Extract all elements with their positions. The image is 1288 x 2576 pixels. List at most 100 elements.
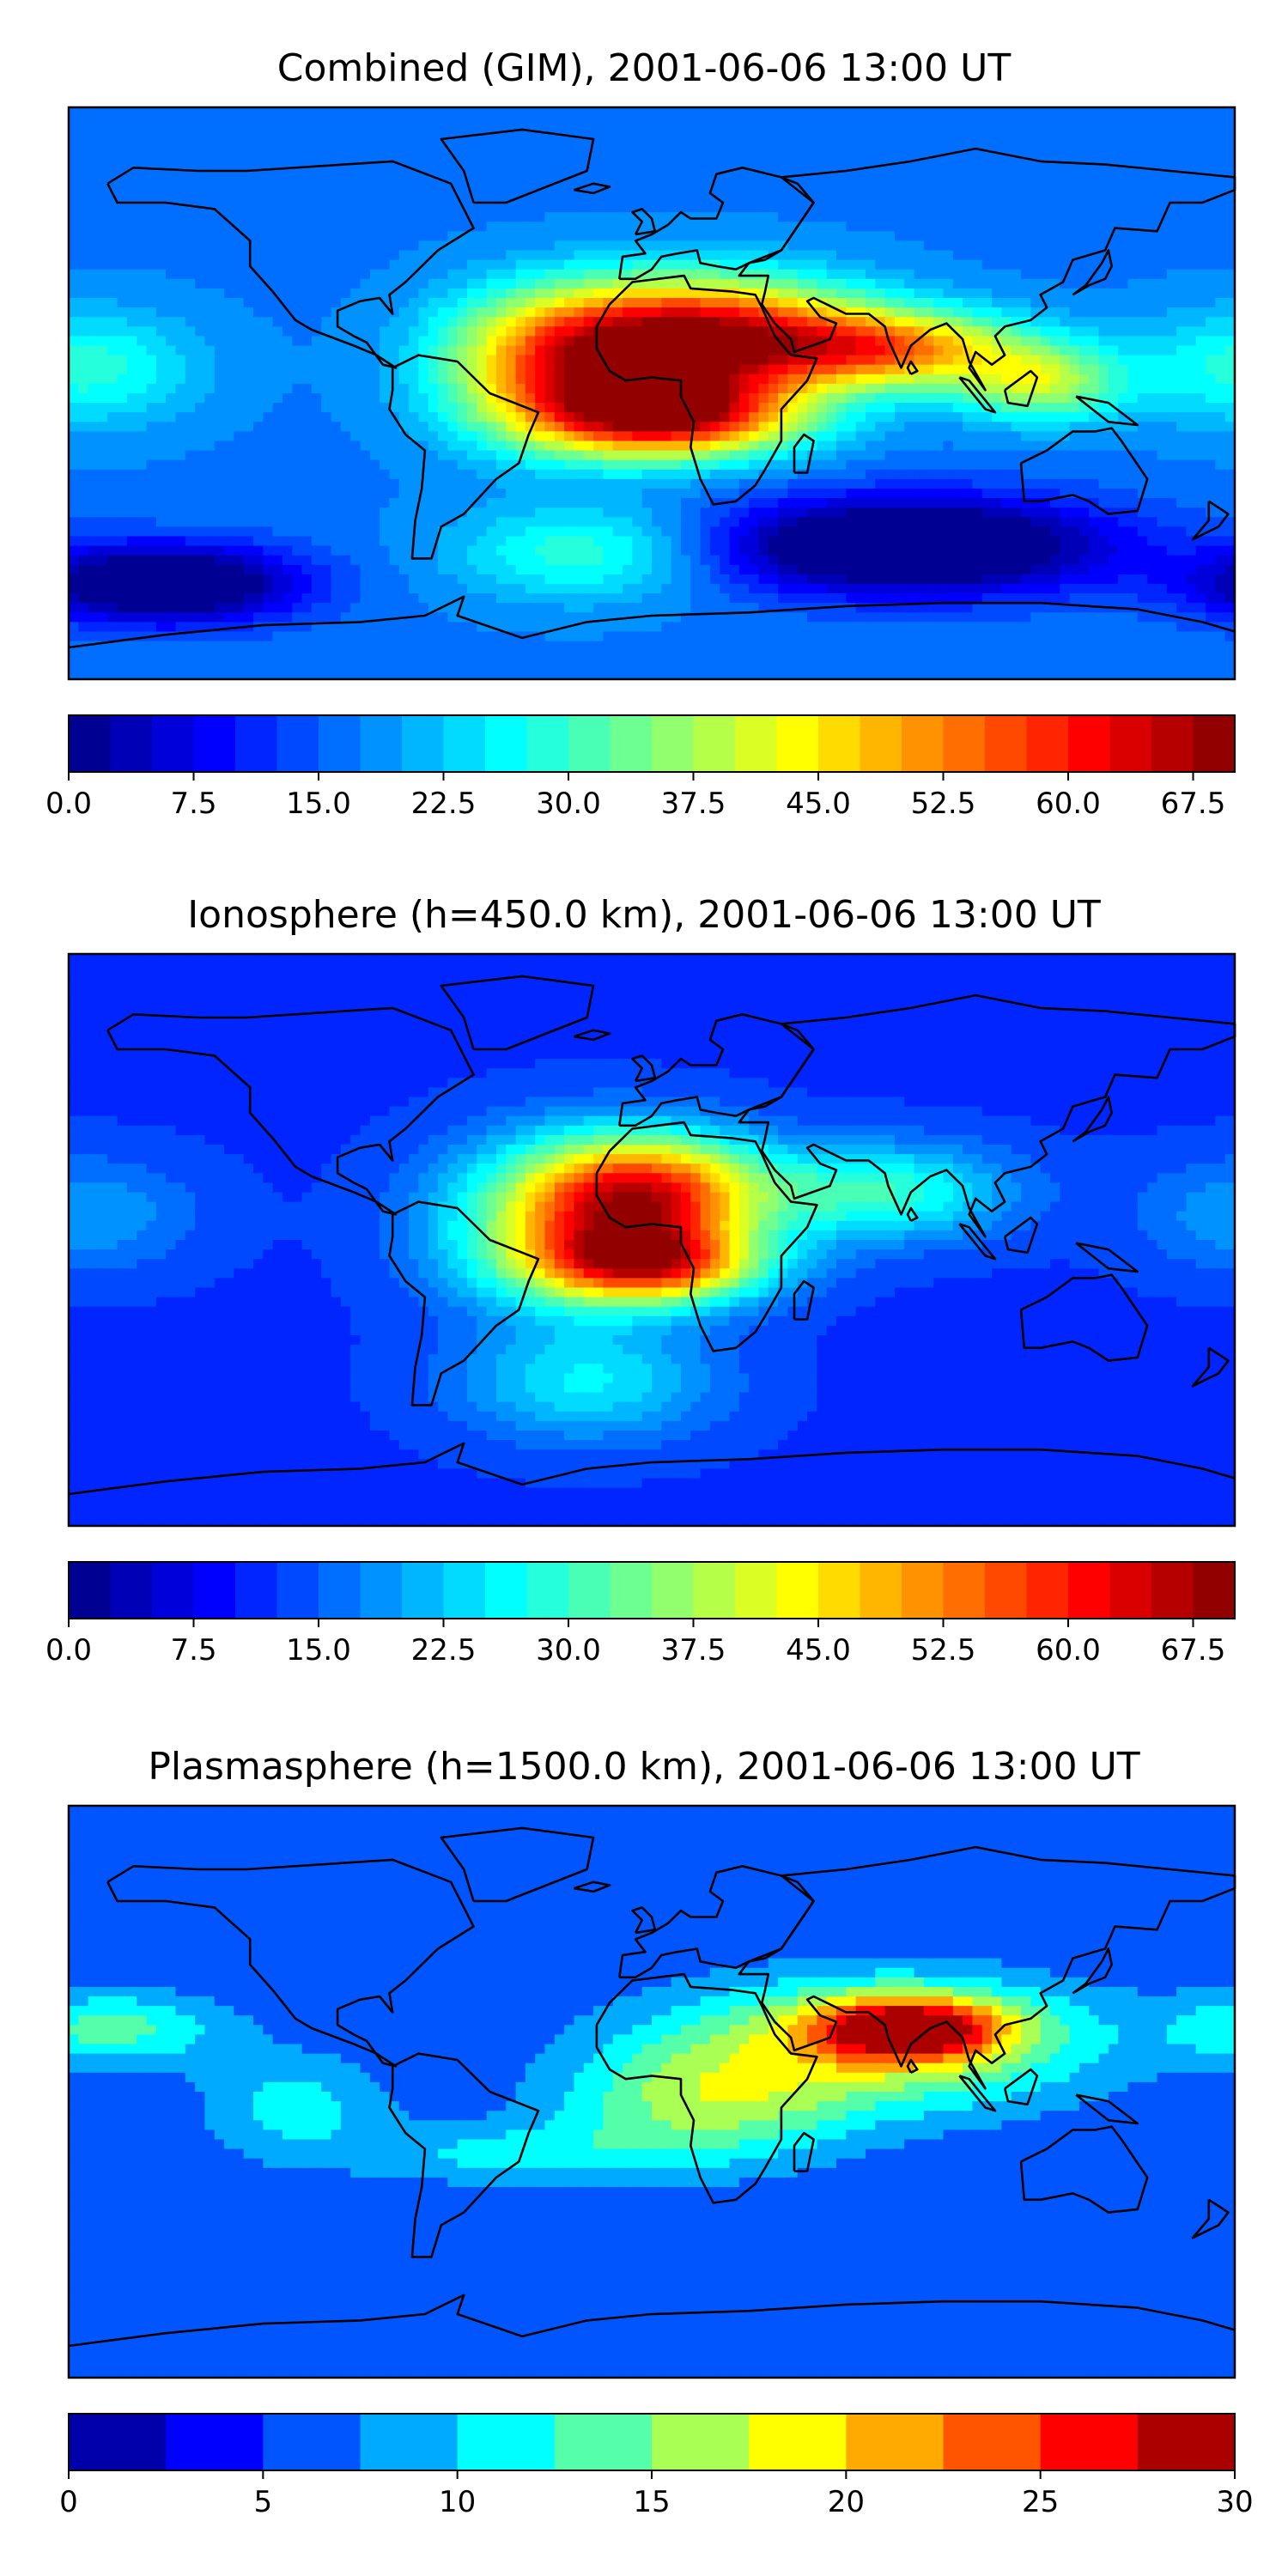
field-cell [166, 231, 177, 241]
field-cell [1215, 345, 1226, 356]
field-cell [360, 412, 371, 422]
field-cell [195, 374, 206, 385]
field-cell [263, 317, 274, 327]
field-cell [1108, 326, 1119, 337]
field-cell [603, 422, 614, 432]
field-cell [846, 259, 857, 270]
field-cell [88, 259, 99, 270]
field-cell [700, 250, 711, 261]
field-cell [855, 374, 866, 385]
field-cell [826, 250, 837, 261]
field-cell [292, 231, 303, 241]
field-cell [603, 173, 614, 185]
field-cell [88, 126, 99, 137]
field-cell [778, 469, 789, 480]
field-cell [554, 440, 565, 452]
field-cell [117, 240, 128, 252]
field-cell [593, 240, 605, 252]
field-cell [963, 489, 974, 499]
field-cell [137, 203, 148, 213]
field-cell [506, 269, 517, 280]
field-cell [583, 326, 594, 337]
field-cell [1176, 478, 1188, 489]
field-cell [884, 164, 896, 175]
field-cell [1224, 269, 1236, 280]
field-cell [88, 459, 99, 471]
field-cell [234, 145, 245, 156]
field-cell [185, 259, 196, 270]
field-cell [117, 364, 128, 375]
field-cell [1011, 126, 1022, 137]
field-cell [69, 412, 79, 422]
field-cell [1030, 478, 1042, 489]
field-cell [1040, 222, 1051, 232]
field-cell [729, 403, 740, 413]
field-cell [350, 459, 361, 471]
field-cell [350, 192, 361, 204]
field-cell [641, 212, 653, 222]
field-cell [846, 393, 857, 404]
field-cell [1118, 450, 1129, 461]
field-cell [612, 155, 623, 166]
field-cell [729, 469, 740, 480]
field-cell [321, 107, 332, 118]
field-cell [952, 336, 963, 347]
field-cell [360, 269, 371, 280]
field-cell [311, 145, 322, 156]
field-cell [126, 183, 137, 194]
field-cell [826, 459, 837, 471]
field-cell [214, 412, 225, 422]
field-cell [175, 431, 186, 442]
field-cell [1098, 431, 1109, 442]
field-cell [340, 107, 351, 118]
field-cell [1040, 278, 1051, 289]
field-cell [923, 173, 934, 185]
field-cell [574, 298, 585, 308]
field-cell [155, 412, 167, 422]
field-cell [652, 498, 662, 508]
field-cell [1069, 155, 1080, 166]
field-cell [593, 498, 605, 508]
field-cell [175, 250, 186, 261]
field-cell [690, 107, 702, 118]
field-cell [535, 288, 546, 299]
field-cell [632, 326, 643, 337]
field-cell [282, 155, 293, 166]
field-cell [398, 393, 410, 404]
field-cell [263, 240, 274, 252]
field-cell [1186, 117, 1197, 127]
field-cell [224, 173, 234, 185]
field-cell [195, 164, 206, 175]
field-cell [749, 450, 760, 461]
field-cell [97, 250, 108, 261]
field-cell [709, 336, 720, 347]
field-cell [477, 231, 488, 241]
field-cell [107, 431, 118, 442]
field-cell [292, 364, 303, 375]
field-cell [107, 403, 118, 413]
field-cell [466, 250, 477, 261]
field-cell [301, 459, 313, 471]
field-cell [583, 469, 594, 480]
field-cell [894, 155, 905, 166]
field-cell [1078, 212, 1090, 222]
field-cell [904, 469, 915, 480]
field-cell [438, 192, 448, 204]
field-cell [350, 250, 361, 261]
field-cell [749, 192, 760, 204]
field-cell [1040, 145, 1051, 156]
field-cell [992, 155, 1002, 166]
field-cell [846, 431, 857, 442]
field-cell [486, 107, 497, 118]
field-cell [846, 269, 857, 280]
field-cell [380, 259, 391, 270]
field-cell [204, 469, 216, 480]
field-cell [477, 192, 488, 204]
field-cell [418, 383, 429, 394]
field-cell [398, 155, 410, 166]
field-cell [409, 489, 419, 499]
field-cell [409, 212, 419, 222]
field-cell [574, 307, 585, 318]
field-cell [301, 126, 313, 137]
field-cell [972, 183, 983, 194]
